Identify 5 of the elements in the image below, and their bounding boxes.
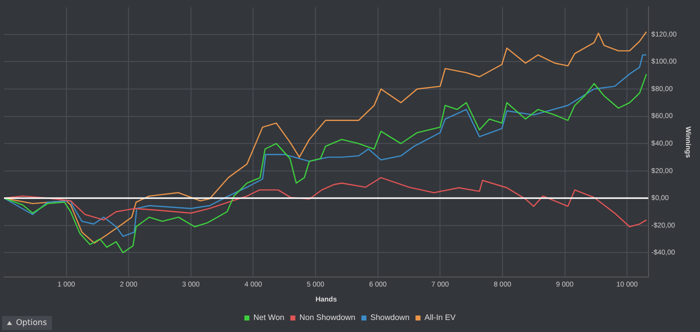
legend-label: Showdown — [370, 313, 410, 322]
text: Options — [16, 317, 47, 329]
legend-label: Non Showdown — [299, 313, 356, 322]
legend-label: All-In EV — [424, 313, 456, 322]
legend-label: Net Won — [253, 313, 284, 322]
